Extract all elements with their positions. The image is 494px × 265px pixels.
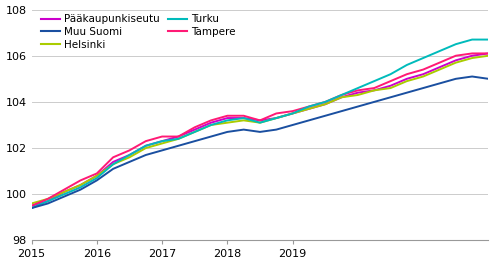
Legend: Pääkaupunkiseutu, Muu Suomi, Helsinki, Turku, Tampere: Pääkaupunkiseutu, Muu Suomi, Helsinki, T…	[37, 10, 240, 54]
